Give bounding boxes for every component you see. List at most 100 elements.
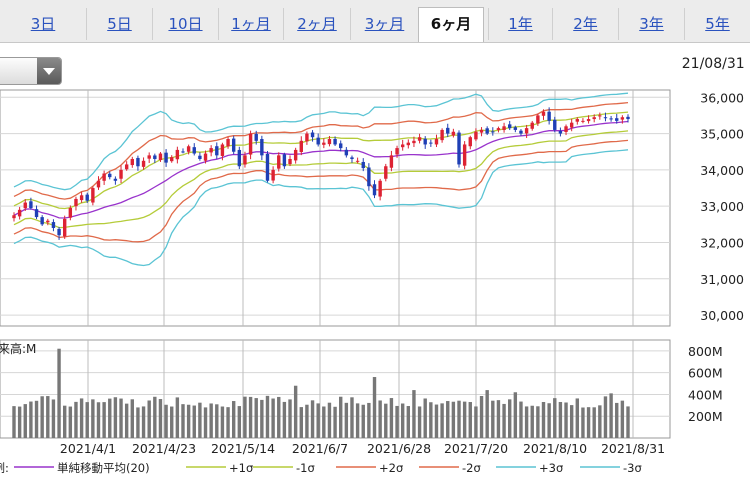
- candle-body: [147, 155, 151, 159]
- volume-bar: [457, 400, 461, 438]
- volume-bar: [491, 400, 495, 438]
- volume-bar: [541, 402, 546, 438]
- volume-bar: [29, 401, 33, 438]
- volume-bar: [299, 407, 303, 438]
- candle-body: [553, 119, 557, 130]
- candle-body: [231, 138, 236, 152]
- volume-bar: [553, 398, 557, 438]
- candle-body: [581, 120, 585, 122]
- volume-bar: [316, 403, 320, 438]
- volume-bar: [339, 396, 343, 438]
- candle-body: [62, 218, 67, 237]
- volume-bar: [220, 406, 225, 438]
- candle-body: [299, 140, 303, 152]
- tab-3[interactable]: 10日: [152, 8, 218, 40]
- volume-bar: [378, 400, 382, 438]
- volume-tick-label: 400M: [688, 387, 723, 402]
- tab-5[interactable]: 2ヶ月: [283, 8, 350, 40]
- legend-label: -1σ: [296, 461, 315, 475]
- volume-bar: [293, 385, 298, 438]
- tab-9[interactable]: 2年: [552, 8, 618, 40]
- volume-bar: [85, 402, 89, 438]
- x-tick-label: 2021/6/28: [367, 441, 431, 456]
- volume-bar: [96, 402, 101, 438]
- candle-body: [29, 201, 33, 208]
- tab-7[interactable]: 6ヶ月: [418, 7, 484, 42]
- x-tick-label: 2021/7/20: [444, 441, 508, 456]
- candle-body: [108, 173, 112, 178]
- candle-body: [530, 122, 534, 129]
- volume-bar: [282, 401, 287, 438]
- x-tick-label: 2021/8/31: [601, 441, 665, 456]
- volume-bar: [186, 404, 191, 438]
- candle-body: [96, 180, 101, 188]
- candle-body: [547, 111, 551, 121]
- volume-bar: [564, 402, 568, 438]
- volume-bar: [91, 399, 95, 438]
- candle-body: [102, 173, 106, 181]
- volume-bar: [203, 407, 208, 438]
- volume-bar: [62, 405, 67, 438]
- legend-label: -2σ: [462, 461, 481, 475]
- volume-bar: [34, 400, 39, 438]
- candle-body: [569, 122, 574, 128]
- volume-bar: [468, 402, 472, 438]
- volume-bar: [23, 404, 27, 438]
- volume-bar: [474, 406, 478, 438]
- candle-body: [479, 129, 484, 133]
- candle-body: [260, 139, 264, 156]
- tab-2[interactable]: 5日: [86, 8, 152, 40]
- candle-body: [502, 126, 506, 131]
- volume-bar: [119, 398, 123, 438]
- candle-body: [519, 130, 523, 134]
- volume-bar: [254, 398, 258, 438]
- volume-bar: [519, 401, 523, 438]
- candle-body: [57, 228, 61, 236]
- tab-8[interactable]: 1年: [488, 8, 552, 40]
- volume-bar: [277, 396, 281, 438]
- chart-type-select[interactable]: [0, 57, 62, 85]
- volume-tick-label: 800M: [688, 344, 723, 359]
- volume-bar: [79, 398, 84, 438]
- volume-bar: [598, 405, 602, 438]
- volume-bar: [581, 407, 585, 438]
- candle-body: [248, 133, 253, 155]
- volume-bar: [271, 398, 275, 438]
- volume-bar: [209, 403, 213, 438]
- candle-body: [305, 133, 309, 142]
- volume-bar: [102, 402, 106, 438]
- volume-bar: [153, 396, 157, 438]
- candle-body: [237, 149, 242, 167]
- volume-bar: [198, 402, 202, 438]
- candle-body: [508, 124, 512, 129]
- volume-bar: [231, 401, 236, 438]
- candle-body: [598, 115, 602, 117]
- price-panel: [0, 89, 671, 327]
- candle-body: [406, 142, 411, 146]
- candle-body: [513, 127, 518, 130]
- tab-11[interactable]: 5年: [684, 8, 750, 40]
- tab-4[interactable]: 1ヶ月: [218, 8, 283, 40]
- band-plus2: [13, 101, 629, 200]
- candle-body: [198, 155, 202, 159]
- tab-1[interactable]: 3日: [30, 15, 56, 33]
- sma20-line: [13, 120, 629, 219]
- tab-10[interactable]: 3年: [618, 8, 684, 40]
- volume-bar: [181, 404, 185, 438]
- candle-body: [85, 194, 89, 201]
- volume-bar: [12, 406, 16, 438]
- candle-body: [310, 132, 315, 138]
- candle-body: [434, 139, 439, 145]
- candle-body: [91, 188, 95, 203]
- candle-body: [412, 140, 416, 144]
- candle-body: [141, 160, 146, 167]
- candle-body: [564, 126, 568, 132]
- chevron-down-icon[interactable]: [37, 58, 61, 84]
- candle-body: [474, 131, 478, 140]
- band-plus1: [13, 111, 629, 210]
- candle-body: [350, 157, 354, 159]
- candle-body: [130, 158, 134, 166]
- volume-bar: [406, 406, 411, 438]
- tab-6[interactable]: 3ヶ月: [350, 8, 418, 40]
- candle-body: [17, 209, 22, 217]
